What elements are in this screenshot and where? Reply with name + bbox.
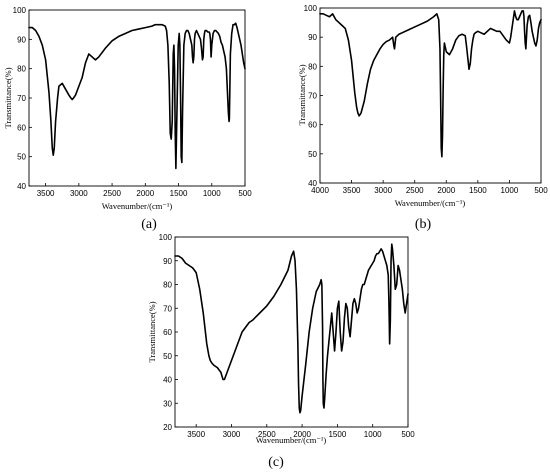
panel-a-x-tick-label: 1000 (203, 189, 221, 198)
panel-b-x-tick-label: 3000 (374, 186, 392, 195)
panel-b-y-tick-label: 60 (308, 121, 317, 130)
panel-c-y-tick-label: 20 (163, 423, 172, 432)
panel-c-y-tick-label: 30 (163, 399, 172, 408)
panel-a-y-axis-title: Transmittance(%) (3, 67, 13, 128)
panel-c-x-axis-title: Wavenumber/(cm⁻¹) (256, 435, 327, 445)
panel-b-x-tick-label: 2500 (406, 186, 424, 195)
panel-a-x-axis-title: Wavenumber/(cm⁻¹) (102, 201, 173, 211)
panel-a-y-tick-label: 100 (13, 6, 27, 15)
panel-c: 20 30 40 50 60 70 80 90 100 3500 3000 2500 2000 1500… (147, 233, 415, 470)
panel-c-x-tick-label: 1500 (328, 430, 346, 439)
panel-c-y-tick-label: 60 (163, 328, 172, 337)
panel-b-y-tick-label: 90 (308, 33, 317, 42)
panel-c-y-tick-label: 80 (163, 281, 172, 290)
panel-c-y-tick-label: 70 (163, 304, 172, 313)
panel-c-x-tick-label: 1000 (364, 430, 382, 439)
panel-c-x-ticks: 3500 3000 2500 2000 1500 1000 500 (187, 424, 415, 439)
panel-c-label: (c) (268, 455, 284, 470)
panel-b: 40 50 60 70 80 90 100 4000 3500 3000 2500 2000 1500… (297, 4, 548, 232)
panel-a-y-tick-label: 80 (17, 65, 26, 74)
panel-b-x-tick-label: 3500 (343, 186, 361, 195)
panel-b-y-ticks: 40 50 60 70 80 90 100 (304, 4, 323, 188)
panel-c-x-tick-label: 500 (401, 430, 415, 439)
panel-b-x-tick-label: 500 (534, 186, 548, 195)
panel-a-y-ticks: 40 50 60 70 80 90 100 (13, 6, 32, 191)
panel-a-x-tick-label: 2000 (136, 189, 154, 198)
panel-c-x-tick-label: 2000 (293, 430, 311, 439)
panel-c-x-tick-label: 3000 (223, 430, 241, 439)
panel-a-x-tick-label: 3500 (37, 189, 55, 198)
panel-b-y-tick-label: 50 (308, 150, 317, 159)
panel-a-label: (a) (141, 217, 157, 232)
panel-a-y-tick-label: 40 (17, 182, 26, 191)
panel-b-y-axis-title: Transmittance(%) (297, 64, 307, 125)
panel-b-x-tick-label: 4000 (311, 186, 329, 195)
panel-c-plot-frame (174, 236, 409, 428)
panel-c-spectrum-line (174, 243, 409, 414)
panel-c-x-tick-label: 3500 (187, 430, 205, 439)
panel-b-x-tick-label: 1000 (501, 186, 519, 195)
panel-b-x-axis-title: Wavenumber/(cm⁻¹) (395, 198, 466, 208)
panel-a-y-tick-label: 60 (17, 123, 26, 132)
panel-c-y-axis-title: Transmittance(%) (147, 301, 157, 362)
panel-a-y-tick-label: 90 (17, 35, 26, 44)
panel-b-y-tick-label: 70 (308, 92, 317, 101)
panel-a-x-tick-label: 3000 (70, 189, 88, 198)
panel-c-y-tick-label: 100 (159, 233, 173, 242)
panel-a-x-tick-label: 1500 (170, 189, 188, 198)
panel-b-label: (b) (415, 217, 432, 232)
panel-b-x-ticks: 4000 3500 3000 2500 2000 1500 1000 500 (311, 180, 548, 195)
panel-c-y-ticks: 20 30 40 50 60 70 80 90 100 (159, 233, 178, 432)
panel-c-y-tick-label: 90 (163, 257, 172, 266)
panel-c-x-tick-label: 2500 (258, 430, 276, 439)
panel-a-x-tick-label: 2500 (103, 189, 121, 198)
panel-b-x-tick-label: 1500 (469, 186, 487, 195)
panel-b-x-tick-label: 2000 (437, 186, 455, 195)
panel-b-spectrum-line (319, 10, 542, 158)
panel-a-x-ticks: 3500 3000 2500 2000 1500 1000 500 (37, 183, 252, 198)
panel-c-y-tick-label: 40 (163, 376, 172, 385)
panel-b-plot-frame (319, 7, 542, 184)
panel-a-y-tick-label: 50 (17, 153, 26, 162)
panel-a: 40 50 60 70 80 90 100 3500 3000 2500 2000 1500 1000… (3, 6, 252, 232)
panel-a-spectrum-line (28, 22, 246, 170)
panel-b-y-tick-label: 80 (308, 62, 317, 71)
panel-a-x-tick-label: 500 (238, 189, 252, 198)
panel-b-y-tick-label: 100 (304, 4, 318, 13)
panel-b-y-tick-label: 40 (308, 179, 317, 188)
panel-c-y-tick-label: 50 (163, 352, 172, 361)
panel-a-y-tick-label: 70 (17, 94, 26, 103)
